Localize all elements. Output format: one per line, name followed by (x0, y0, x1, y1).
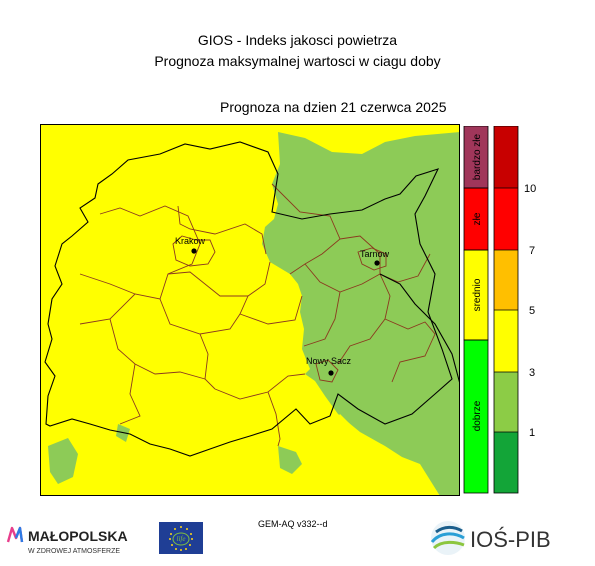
city-label: Nowy Sacz (306, 356, 352, 366)
eu-life-logo: life (159, 522, 203, 554)
district-boundary (159, 295, 249, 335)
malopolska-tagline: W ZDROWEJ ATMOSFERZE (28, 548, 120, 555)
model-label: GEM-AQ v332--d (258, 519, 328, 529)
green-zone (262, 132, 460, 496)
district-boundary (239, 295, 303, 325)
city-district-boundary (172, 235, 216, 267)
scale-color-5 (494, 372, 518, 432)
legend-label-bardzo-zle: bardzo złe (472, 133, 483, 180)
ios-wordmark: IOŚ-PIB (470, 527, 551, 552)
scale-color-2 (494, 188, 518, 250)
legend-category-frame (463, 339, 489, 494)
yellow-patch-south (328, 414, 355, 462)
district-boundary (384, 318, 436, 383)
green-patch-west (48, 438, 78, 484)
city-marker: Tarnow (360, 249, 390, 266)
legend-label-zle: złe (472, 212, 483, 225)
city-dot (374, 260, 380, 266)
scale-color-4 (494, 310, 518, 372)
district-boundary (199, 333, 216, 390)
map-title: GIOS - Indeks jakosci powietrza (197, 32, 398, 48)
district-boundary (303, 291, 341, 347)
city-district-boundary (315, 359, 339, 383)
forecast-date: Prognoza na dzien 21 czerwca 2025 (220, 99, 447, 115)
scale-frame (493, 126, 519, 494)
scale-color-6 (494, 432, 518, 493)
legend: bardzo złe złe srednio dobrze 10 7 5 3 1 (463, 126, 536, 494)
map-subtitle: Prognoza maksymalnej wartosci w ciagu do… (154, 53, 441, 69)
legend-category-dobrze (464, 340, 488, 493)
malopolska-logo: MAŁOPOLSKA W ZDROWEJ ATMOSFERZE (6, 526, 128, 555)
province-border (44, 141, 453, 457)
city-dot (191, 248, 197, 254)
outer-boundary (379, 273, 460, 385)
city-marker: Nowy Sacz (306, 356, 352, 376)
malopolska-wordmark: MAŁOPOLSKA (28, 528, 128, 544)
city-label: Tarnow (360, 249, 390, 259)
city-marker: Krakow (175, 236, 206, 254)
air-quality-map: Krakow Tarnow Nowy Sacz (40, 124, 460, 496)
scale-tick: 3 (529, 367, 535, 379)
scale-color-3 (494, 250, 518, 310)
ios-pib-logo: IOŚ-PIB (430, 521, 551, 555)
district-boundary (119, 363, 141, 425)
scale-tick: 10 (524, 183, 536, 195)
legend-label-dobrze: dobrze (472, 400, 483, 431)
life-wordmark: life (177, 535, 186, 543)
legend-category-srednio (464, 250, 488, 340)
scale-tick: 7 (529, 245, 535, 257)
legend-category-zle (464, 188, 488, 250)
district-boundary (109, 318, 206, 380)
district-boundary (167, 261, 271, 297)
district-boundary (337, 273, 391, 365)
map-frame (40, 124, 460, 496)
scale-color-1 (494, 126, 518, 188)
city-dot (328, 370, 334, 376)
green-patch-south (278, 446, 302, 474)
legend-label-srednio: srednio (472, 278, 483, 311)
district-boundary (79, 205, 201, 300)
city-label: Krakow (175, 236, 206, 246)
legend-category-bardzo-zle (464, 126, 488, 188)
scale-tick: 1 (529, 427, 535, 439)
district-boundary (267, 391, 281, 447)
city-district-boundary (357, 247, 387, 271)
scale-tick: 5 (529, 305, 535, 317)
district-boundary (177, 205, 267, 255)
